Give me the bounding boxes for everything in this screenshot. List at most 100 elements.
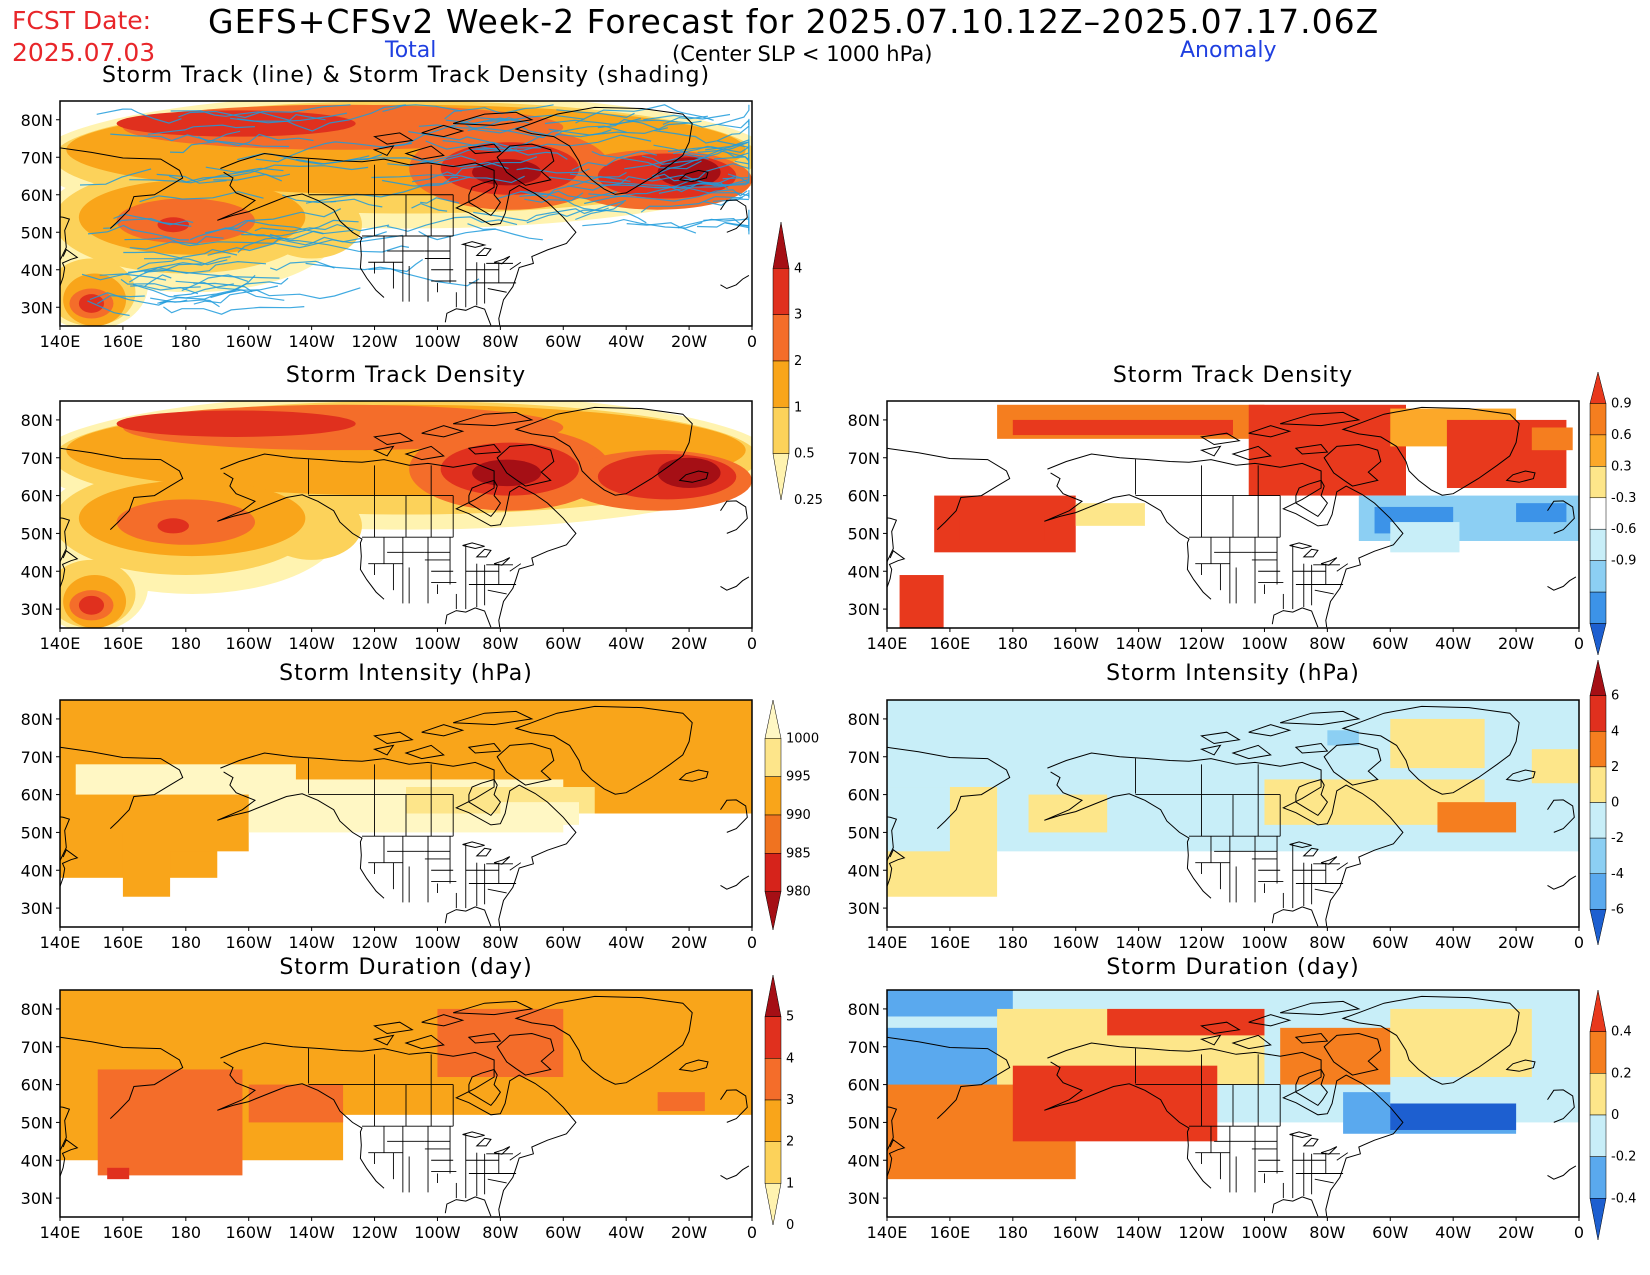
lon-label: 40W	[1435, 634, 1471, 653]
shading-region	[1437, 802, 1517, 833]
coastline	[220, 152, 577, 326]
shading-region	[78, 294, 105, 313]
coastline	[444, 607, 492, 628]
coastline	[1271, 607, 1319, 628]
lon-label: 0	[747, 634, 757, 653]
coastline	[467, 1032, 502, 1044]
colorbar-tick-label: 0.4	[1611, 1025, 1632, 1040]
coastline	[1547, 1165, 1577, 1180]
coastline	[421, 124, 465, 138]
lon-label: 20W	[1498, 634, 1534, 653]
panel-title: Storm Track Density	[1113, 363, 1353, 388]
shading-region	[657, 1092, 705, 1112]
lon-label: 120W	[351, 1223, 398, 1242]
colorbar-tick-label: 3	[794, 308, 802, 323]
coastline	[1289, 1131, 1312, 1139]
lat-label: 50N	[21, 823, 53, 842]
coastline	[1294, 1032, 1329, 1044]
storm-track-line	[150, 297, 220, 308]
shading-region	[887, 787, 950, 852]
coastline	[60, 147, 184, 229]
storm-track-line	[144, 263, 202, 273]
storm-track-line	[727, 173, 750, 184]
coastline	[1231, 445, 1272, 461]
lon-label: 60W	[545, 634, 581, 653]
colorbar-tick-label: -0.4	[1611, 1191, 1636, 1206]
lat-label: 60N	[848, 487, 880, 506]
coastline	[372, 145, 395, 157]
coastline	[496, 1032, 555, 1076]
shading-region	[500, 802, 579, 825]
panel-title: Storm Intensity (hPa)	[1106, 661, 1360, 686]
shading-region	[887, 990, 1013, 1017]
storm-track-line	[193, 287, 361, 305]
coastline	[217, 472, 385, 600]
colorbar-cap	[1589, 1198, 1607, 1241]
storm-track-line	[178, 104, 351, 119]
map-area	[60, 700, 752, 927]
panel-duration-anom: Storm Duration (day) 140E 160E 180 160W 140W 1…	[848, 955, 1584, 1242]
storm-track-line	[305, 176, 459, 204]
lon-label: 40W	[608, 634, 644, 653]
lon-label: 20W	[671, 332, 707, 351]
storm-track-line	[254, 223, 390, 232]
lat-label: 60N	[21, 487, 53, 506]
coastline	[1302, 1137, 1319, 1147]
panel-intensity-total: Storm Intensity (hPa) 140E 160E 180 160W 140W…	[21, 661, 757, 952]
page-title: GEFS+CFSv2 Week-2 Forecast for 2025.07.1…	[208, 2, 1380, 41]
colorbar-tick-label: 1	[786, 1176, 794, 1191]
coastline	[467, 443, 502, 455]
storm-track-line	[555, 129, 612, 138]
coastline	[720, 199, 748, 233]
lon-label: 40W	[608, 1223, 644, 1242]
colorbar-segment	[764, 1016, 782, 1059]
colorbar-segment	[1589, 560, 1607, 593]
coastline	[887, 517, 898, 563]
coastline	[1047, 752, 1404, 927]
storm-track-line	[129, 170, 291, 184]
shading-region	[959, 514, 1045, 541]
lon-label: 0	[747, 933, 757, 952]
shading-region	[116, 410, 356, 437]
state-boundaries	[361, 1125, 522, 1199]
lon-label: 120W	[351, 634, 398, 653]
storm-track-line	[717, 120, 750, 149]
storm-track-line	[359, 155, 477, 164]
lat-label: 80N	[21, 710, 53, 729]
coastline	[1199, 1034, 1222, 1046]
storm-track-line	[197, 130, 241, 143]
coastline	[462, 1131, 485, 1139]
colorbar-segment	[764, 814, 782, 854]
coastline	[514, 995, 693, 1085]
storm-track-line	[597, 118, 669, 131]
lon-label: 180	[171, 332, 202, 351]
shading-region	[1390, 522, 1460, 553]
storm-track-line	[411, 202, 448, 212]
storm-track-line	[120, 278, 201, 289]
colorbar-tick-label: 2	[786, 1135, 794, 1150]
storm-track-line	[516, 167, 590, 174]
lon-label: 160W	[226, 1223, 273, 1242]
state-boundaries	[1188, 1125, 1349, 1199]
colorbar-segment	[1589, 528, 1607, 561]
storm-track-line	[418, 228, 496, 241]
panel-duration-total: Storm Duration (day) 140E 160E 180 160W 140W 1…	[21, 955, 757, 1242]
state-boundaries	[361, 235, 522, 308]
storm-track-line	[157, 285, 279, 304]
coastline	[887, 550, 906, 588]
coastline	[887, 816, 898, 862]
colorbar-tick-label: 6	[1611, 689, 1619, 704]
lat-label: 50N	[848, 524, 880, 543]
coastline	[1323, 443, 1382, 487]
colorbar-tick-label: -0.2	[1611, 1150, 1636, 1165]
storm-track-line	[591, 150, 702, 170]
storm-track-line	[173, 283, 234, 297]
lon-label: 140W	[1115, 933, 1162, 952]
coastline	[1231, 1034, 1272, 1050]
colorbar-segment	[1589, 1156, 1607, 1199]
coastline	[220, 1042, 577, 1217]
colorbar-cap	[764, 974, 782, 1017]
coastline	[444, 1196, 492, 1217]
lat-label: 40N	[848, 562, 880, 581]
